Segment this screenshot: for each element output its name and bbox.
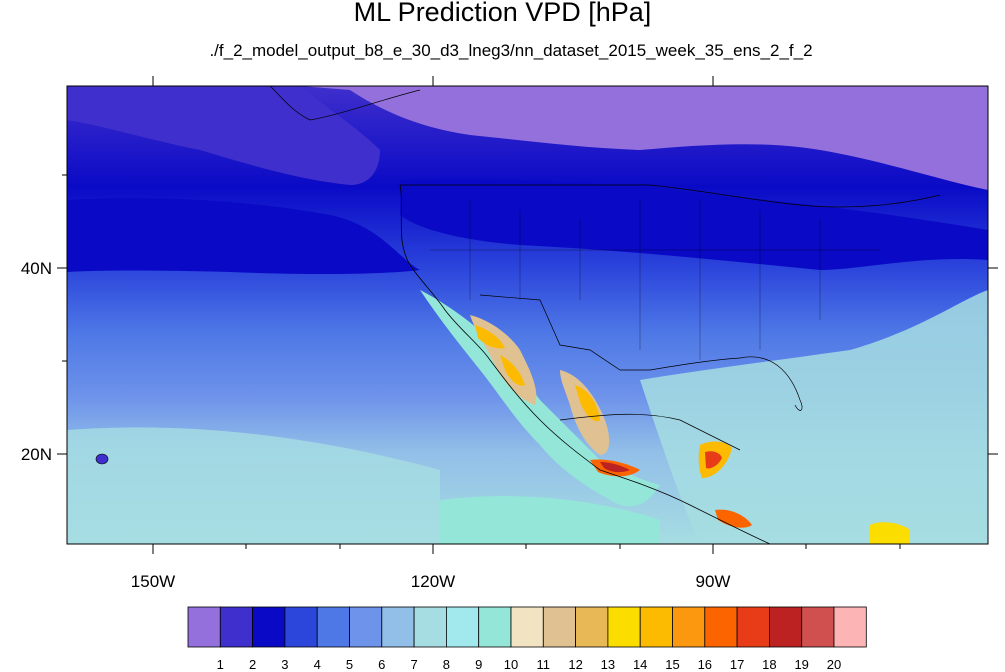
- vpd-field: [67, 86, 988, 544]
- colorbar-swatch: [607, 606, 641, 648]
- colorbar-label: 10: [504, 657, 518, 672]
- colorbar-label: 17: [730, 657, 744, 672]
- colorbar-swatch: [769, 606, 803, 648]
- colorbar-label: 13: [601, 657, 615, 672]
- colorbar-swatch: [672, 606, 706, 648]
- colorbar-swatch: [639, 606, 673, 648]
- colorbar-label: 18: [762, 657, 776, 672]
- colorbar-swatch: [381, 606, 415, 648]
- colorbar-label: 20: [827, 657, 841, 672]
- lat-label-20n: 20N: [21, 445, 52, 464]
- colorbar-label: 2: [249, 657, 256, 672]
- colorbar-label: 15: [665, 657, 679, 672]
- colorbar-swatch: [219, 606, 254, 648]
- colorbar-label: 12: [568, 657, 582, 672]
- colorbar-label: 5: [346, 657, 353, 672]
- colorbar-swatch: [510, 606, 544, 648]
- colorbar-swatch: [252, 606, 286, 648]
- colorbar-label: 6: [378, 657, 385, 672]
- colorbar-label: 7: [410, 657, 417, 672]
- colorbar-swatch: [445, 606, 480, 648]
- colorbar: 1 2 3 4 5 6 7 8 9 10 11 12 13 14 15 16 17 18 19 20: [187, 606, 867, 672]
- colorbar-label: 16: [698, 657, 712, 672]
- lon-label-90w: 90W: [696, 572, 731, 591]
- colorbar-swatch: [542, 606, 576, 648]
- map-title: ML Prediction VPD [hPa]: [353, 0, 652, 27]
- colorbar-label: 19: [794, 657, 808, 672]
- colorbar-label: 11: [537, 657, 551, 672]
- colorbar-label: 8: [443, 657, 450, 672]
- colorbar-label: 14: [633, 657, 647, 672]
- map-frame: [66, 85, 989, 545]
- axis-ticks: [57, 76, 998, 554]
- colorbar-swatch: [478, 606, 512, 648]
- colorbar-swatch: [284, 606, 318, 648]
- colorbar-swatch: [736, 606, 770, 648]
- colorbar-label: 1: [217, 657, 224, 672]
- lon-label-120w: 120W: [411, 572, 455, 591]
- colorbar-swatch: [413, 606, 447, 648]
- colorbar-swatch: [704, 606, 738, 648]
- lat-label-40n: 40N: [21, 259, 52, 278]
- lon-label-150w: 150W: [131, 572, 175, 591]
- colorbar-swatch: [833, 606, 867, 648]
- colorbar-swatch: [316, 606, 350, 648]
- colorbar-swatch: [575, 606, 609, 648]
- colorbar-swatch: [349, 606, 383, 648]
- colorbar-label: 4: [314, 657, 321, 672]
- map-subtitle: ./f_2_model_output_b8_e_30_d3_lneg3/nn_d…: [209, 41, 813, 60]
- colorbar-swatch: [187, 606, 221, 648]
- colorbar-swatch: [801, 606, 835, 648]
- colorbar-label: 9: [475, 657, 482, 672]
- colorbar-label: 3: [281, 657, 288, 672]
